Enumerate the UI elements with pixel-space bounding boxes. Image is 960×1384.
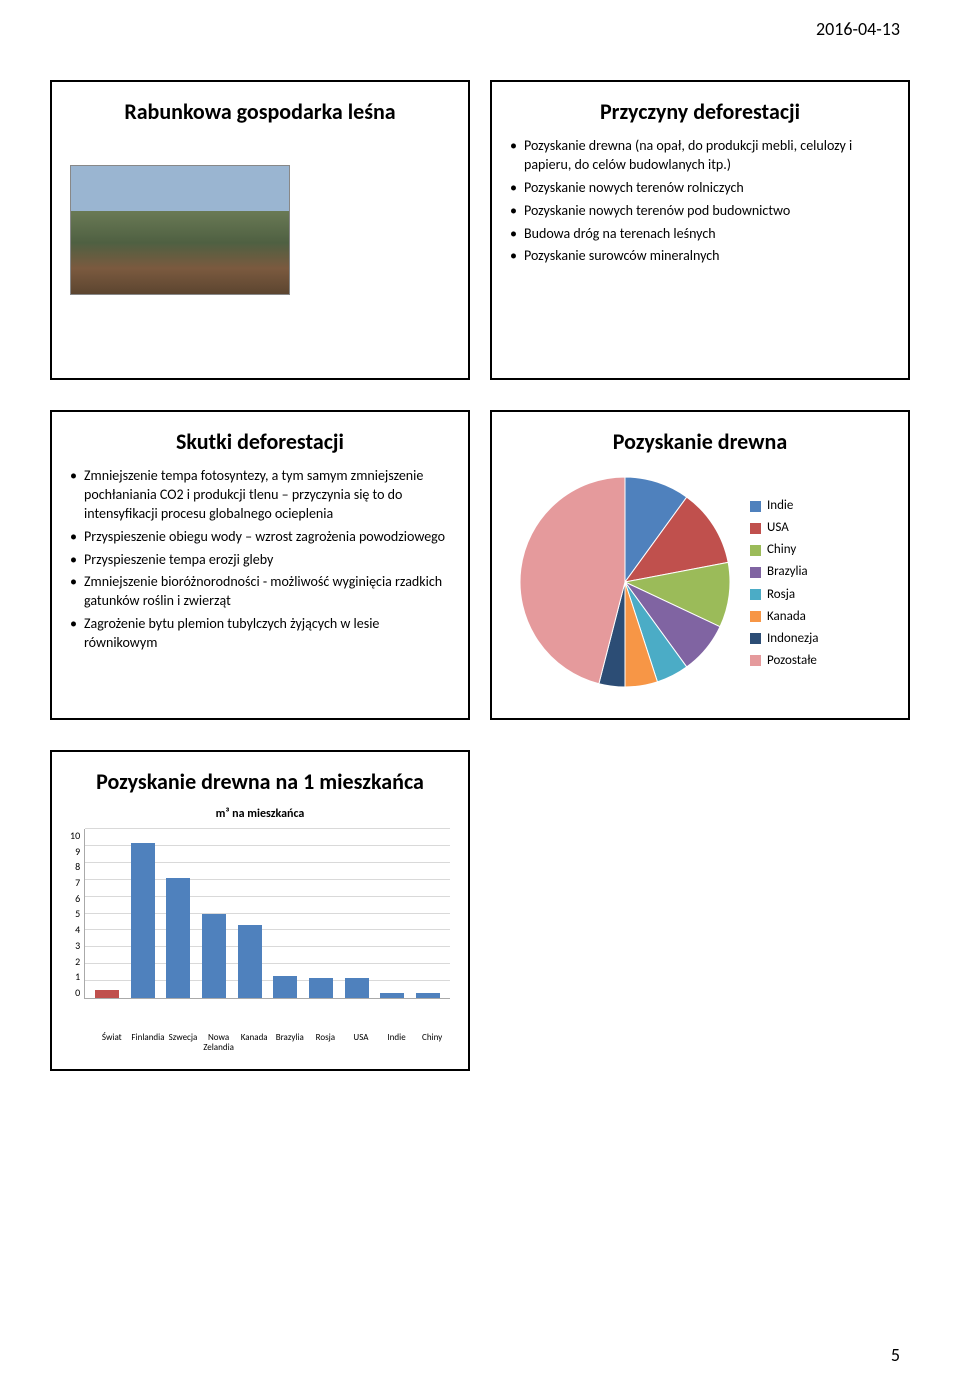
- slide2-bullets: Pozyskanie drewna (na opał, do produkcji…: [510, 137, 890, 266]
- legend-item: Indonezja: [750, 629, 818, 649]
- legend-label: USA: [767, 518, 789, 538]
- x-tick: Rosja: [309, 1033, 341, 1053]
- legend-swatch: [750, 523, 761, 534]
- bar-plot: [84, 829, 450, 999]
- x-tick: Szwecja: [167, 1033, 199, 1053]
- legend-item: Kanada: [750, 607, 818, 627]
- bullet-item: Budowa dróg na terenach leśnych: [510, 225, 890, 244]
- bullet-item: Przyspieszenie tempa erozji gleby: [70, 551, 450, 570]
- bar-x-labels: ŚwiatFinlandiaSzwecjaNowa ZelandiaKanada…: [94, 1033, 450, 1053]
- bar: [131, 843, 155, 998]
- bar-y-axis: 0 1 2 3 4 5 6 7 8 9 10: [70, 829, 84, 999]
- bullet-item: Pozyskanie drewna (na opał, do produkcji…: [510, 137, 890, 175]
- legend-swatch: [750, 611, 761, 622]
- legend-label: Rosja: [767, 585, 795, 605]
- header-date: 2016-04-13: [816, 18, 900, 40]
- bar: [345, 978, 369, 998]
- bar: [95, 990, 119, 998]
- legend-label: Kanada: [767, 607, 806, 627]
- x-tick: Świat: [96, 1033, 128, 1053]
- bullet-item: Pozyskanie nowych terenów rolniczych: [510, 179, 890, 198]
- legend-label: Indie: [767, 496, 793, 516]
- slide-skutki: Skutki deforestacji Zmniejszenie tempa f…: [50, 410, 470, 720]
- bar: [416, 993, 440, 998]
- legend-item: Brazylia: [750, 562, 818, 582]
- bullet-item: Zagrożenie bytu plemion tubylczych żyjąc…: [70, 615, 450, 653]
- legend-swatch: [750, 589, 761, 600]
- slide3-bullets: Zmniejszenie tempa fotosyntezy, a tym sa…: [70, 467, 450, 653]
- y-tick: 1: [70, 970, 80, 983]
- y-tick: 9: [70, 845, 80, 858]
- y-tick: 10: [70, 829, 80, 842]
- x-tick: Nowa Zelandia: [203, 1033, 235, 1053]
- bar: [202, 914, 226, 999]
- y-tick: 4: [70, 923, 80, 936]
- y-tick: 7: [70, 876, 80, 889]
- y-tick: 8: [70, 860, 80, 873]
- slide-bar-chart: Pozyskanie drewna na 1 mieszkańca m³ na …: [50, 750, 470, 1071]
- page-number: 5: [891, 1344, 900, 1366]
- pie-chart: [510, 467, 740, 702]
- forest-photo: [70, 165, 290, 295]
- x-tick: Finlandia: [131, 1033, 163, 1053]
- legend-label: Chiny: [767, 540, 796, 560]
- y-tick: 3: [70, 939, 80, 952]
- x-tick: Brazylia: [274, 1033, 306, 1053]
- slides-grid: Rabunkowa gospodarka leśna Przyczyny def…: [50, 80, 910, 1071]
- bullet-item: Zmniejszenie tempa fotosyntezy, a tym sa…: [70, 467, 450, 524]
- bullet-item: Pozyskanie nowych terenów pod budownictw…: [510, 202, 890, 221]
- x-tick: USA: [345, 1033, 377, 1053]
- legend-item: Pozostałe: [750, 651, 818, 671]
- slide1-title: Rabunkowa gospodarka leśna: [70, 98, 450, 125]
- slide2-title: Przyczyny deforestacji: [510, 98, 890, 125]
- y-tick: 2: [70, 955, 80, 968]
- x-tick: Indie: [381, 1033, 413, 1053]
- bar: [166, 878, 190, 998]
- x-tick: Kanada: [238, 1033, 270, 1053]
- bar: [273, 976, 297, 998]
- legend-label: Pozostałe: [767, 651, 817, 671]
- legend-item: Chiny: [750, 540, 818, 560]
- bullet-item: Przyspieszenie obiegu wody – wzrost zagr…: [70, 528, 450, 547]
- legend-item: Indie: [750, 496, 818, 516]
- y-tick: 5: [70, 907, 80, 920]
- y-tick: 6: [70, 892, 80, 905]
- bar: [309, 978, 333, 998]
- pie-legend: IndieUSAChinyBrazylia RosjaKanadaIndonezj…: [750, 496, 818, 673]
- legend-swatch: [750, 655, 761, 666]
- legend-label: Indonezja: [767, 629, 818, 649]
- slide5-title: Pozyskanie drewna na 1 mieszkańca: [70, 768, 450, 795]
- bullet-item: Zmniejszenie bioróżnorodności - możliwoś…: [70, 573, 450, 611]
- bar: [238, 925, 262, 998]
- legend-swatch: [750, 545, 761, 556]
- y-tick: 0: [70, 986, 80, 999]
- slide-przyczyny: Przyczyny deforestacji Pozyskanie drewna…: [490, 80, 910, 380]
- bullet-item: Pozyskanie surowców mineralnych: [510, 247, 890, 266]
- x-tick: Chiny: [416, 1033, 448, 1053]
- legend-item: Rosja: [750, 585, 818, 605]
- bar: [380, 993, 404, 998]
- legend-item: USA: [750, 518, 818, 538]
- legend-label: Brazylia: [767, 562, 808, 582]
- legend-swatch: [750, 567, 761, 578]
- slide3-title: Skutki deforestacji: [70, 428, 450, 455]
- legend-swatch: [750, 633, 761, 644]
- slide4-title: Pozyskanie drewna: [510, 428, 890, 455]
- bar-subtitle: m³ na mieszkańca: [70, 807, 450, 821]
- slide-rabunkowa: Rabunkowa gospodarka leśna: [50, 80, 470, 380]
- legend-swatch: [750, 501, 761, 512]
- slide-pozyskanie-pie: Pozyskanie drewna IndieUSAChinyBrazylia R…: [490, 410, 910, 720]
